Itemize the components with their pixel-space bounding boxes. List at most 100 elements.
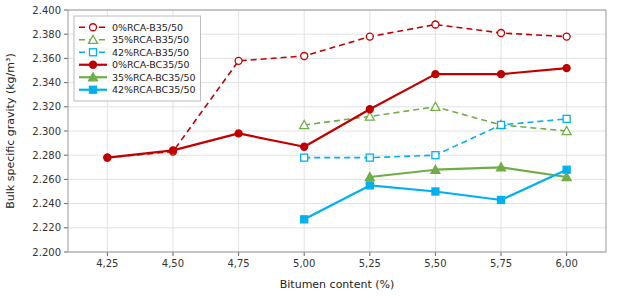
legend-marker <box>90 61 97 68</box>
series-marker <box>301 216 308 223</box>
series-marker <box>300 120 309 128</box>
x-grid-line <box>369 10 370 252</box>
series-marker <box>301 143 308 150</box>
legend-label: 35%RCA-B35/50 <box>112 34 189 45</box>
x-tick-label: 5,00 <box>293 258 315 269</box>
y-tick <box>64 227 68 228</box>
x-tick <box>435 252 436 256</box>
legend-label: 0%RCA-BC35/50 <box>112 59 190 70</box>
y-tick <box>64 82 68 83</box>
y-tick-label: 2.280 <box>32 150 61 161</box>
grid <box>68 10 606 252</box>
series-marker <box>432 188 439 195</box>
y-tick-label: 2.200 <box>32 247 61 258</box>
y-tick-label: 2.300 <box>32 126 61 137</box>
x-tick <box>238 252 239 256</box>
plot-background <box>68 10 606 252</box>
axes: 2.2002.2202.2402.2602.2802.3002.3202.340… <box>32 5 606 270</box>
series-marker <box>235 57 242 64</box>
legend-label: 42%RCA-B35/50 <box>112 47 189 58</box>
series-line <box>304 170 566 220</box>
x-tick-label: 4,75 <box>227 258 249 269</box>
series-marker <box>431 102 440 110</box>
y-tick <box>64 106 68 107</box>
x-tick-label: 4,50 <box>162 258 184 269</box>
y-tick <box>64 58 68 59</box>
series-marker <box>104 154 111 161</box>
y-tick <box>64 34 68 35</box>
series-marker <box>365 172 374 180</box>
x-grid-line <box>435 10 436 252</box>
plot-frame <box>68 10 606 252</box>
x-tick <box>501 252 502 256</box>
x-axis-label: Bitumen content (%) <box>280 278 395 291</box>
data-area <box>104 21 571 223</box>
series-marker <box>497 163 506 171</box>
x-tick <box>369 252 370 256</box>
series-marker <box>366 106 373 113</box>
y-grid-line <box>68 227 606 228</box>
series-line <box>107 68 566 158</box>
legend-marker <box>89 73 98 81</box>
series-marker <box>432 21 439 28</box>
y-tick <box>64 179 68 180</box>
series-marker <box>563 115 570 122</box>
series-marker <box>169 147 176 154</box>
chart: 2.2002.2202.2402.2602.2802.3002.3202.340… <box>0 0 618 296</box>
series-marker <box>498 196 505 203</box>
legend-label: 0%RCA-B35/50 <box>112 22 183 33</box>
y-grid-line <box>68 106 606 107</box>
series-marker <box>497 120 506 128</box>
x-tick-label: 6,00 <box>556 258 578 269</box>
legend-marker <box>90 86 97 93</box>
y-tick-label: 2.260 <box>32 174 61 185</box>
y-tick-label: 2.220 <box>32 222 61 233</box>
legend: 0%RCA-B35/5035%RCA-B35/50 42%RCA-B35/500%… <box>74 16 201 101</box>
series-marker <box>563 166 570 173</box>
y-tick-label: 2.360 <box>32 53 61 64</box>
x-tick-label: 5,50 <box>424 258 446 269</box>
series-marker <box>563 65 570 72</box>
legend-marker <box>90 24 97 31</box>
y-tick <box>64 10 68 11</box>
y-tick <box>64 203 68 204</box>
x-tick <box>172 252 173 256</box>
x-tick <box>304 252 305 256</box>
series-marker <box>104 154 111 161</box>
series-marker <box>562 127 571 135</box>
series-marker <box>366 182 373 189</box>
series-marker <box>431 165 440 173</box>
series-marker <box>432 71 439 78</box>
y-tick-label: 2.400 <box>32 5 61 16</box>
series-marker <box>498 71 505 78</box>
y-grid-line <box>68 179 606 180</box>
y-grid-line <box>68 155 606 156</box>
series-marker <box>563 33 570 40</box>
x-tick-label: 4,25 <box>96 258 118 269</box>
series-marker <box>498 29 505 36</box>
x-tick-label: 5,25 <box>359 258 381 269</box>
series-line <box>370 167 567 177</box>
series-marker <box>301 52 308 59</box>
legend-marker <box>89 35 98 43</box>
series-marker <box>432 152 439 159</box>
y-tick-label: 2.380 <box>32 29 61 40</box>
legend-label: 42%RCA-BC35/50 <box>112 84 196 95</box>
y-tick-label: 2.320 <box>32 101 61 112</box>
y-tick <box>64 155 68 156</box>
y-tick-label: 2.240 <box>32 198 61 209</box>
x-tick <box>107 252 108 256</box>
series-marker <box>366 33 373 40</box>
series-marker <box>301 154 308 161</box>
legend-frame <box>74 16 201 101</box>
x-tick <box>566 252 567 256</box>
series-line <box>107 25 566 158</box>
y-tick <box>64 131 68 132</box>
series-marker <box>235 130 242 137</box>
series-marker <box>498 121 505 128</box>
x-tick-label: 5,75 <box>490 258 512 269</box>
legend-label: 35%RCA-BC35/50 <box>112 72 196 83</box>
y-tick <box>64 252 68 253</box>
legend-marker <box>90 49 97 56</box>
y-grid-line <box>68 131 606 132</box>
